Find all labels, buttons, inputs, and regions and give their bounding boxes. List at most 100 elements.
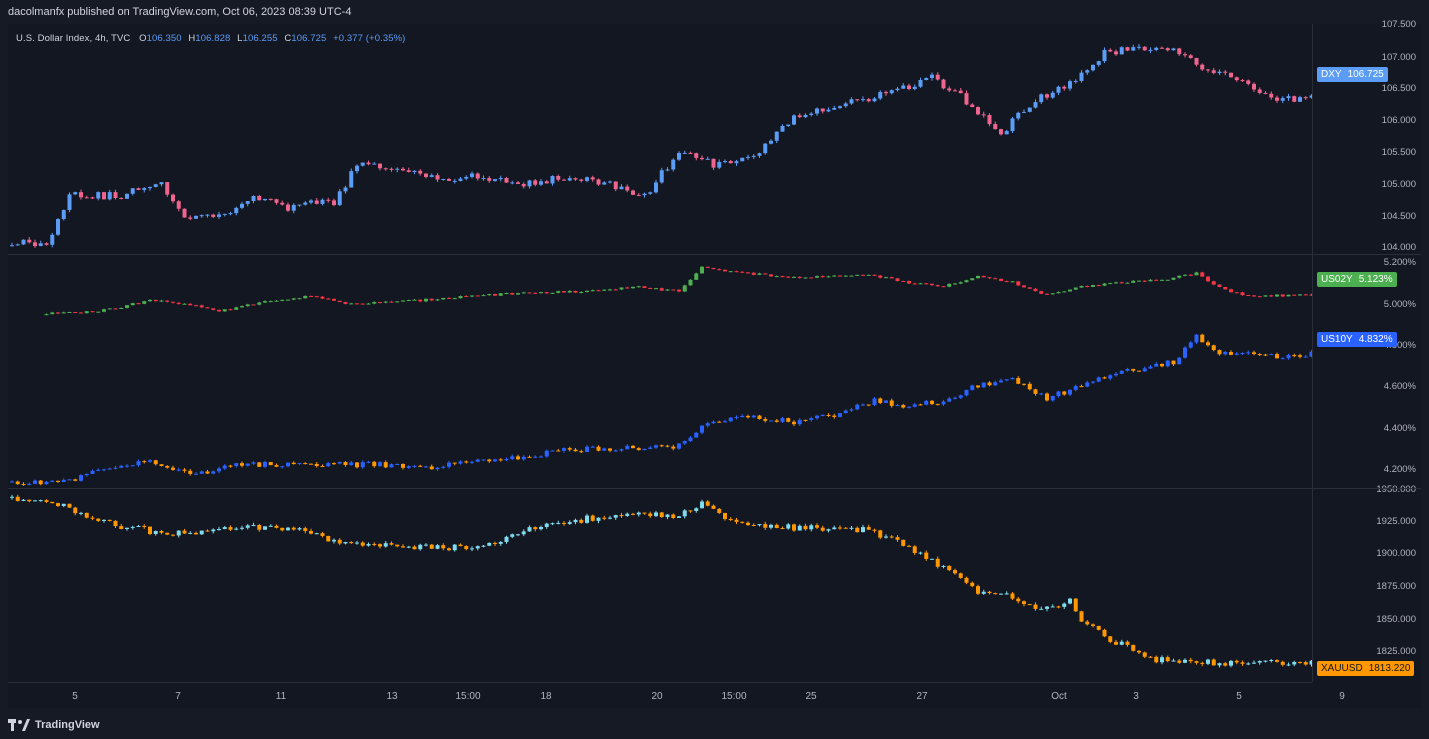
candle-body (176, 530, 181, 536)
candle-body (1263, 92, 1268, 94)
candle-body (79, 312, 83, 314)
candle-body (1257, 296, 1262, 298)
candle-body (435, 467, 440, 470)
candle-body (705, 423, 710, 426)
candle-body (815, 525, 819, 528)
candle-body (861, 274, 865, 276)
candle-body (1257, 661, 1262, 663)
candle-body (935, 404, 940, 406)
candle-body (1206, 659, 1210, 664)
candle-body (1240, 292, 1245, 296)
candle-body (401, 300, 405, 302)
candle-body (832, 275, 837, 277)
candle-body (953, 570, 957, 574)
candle-body (222, 309, 227, 312)
candle-body (263, 462, 267, 467)
candle-body (1125, 47, 1130, 51)
us10y-tag-symbol: US10Y (1321, 334, 1353, 345)
candle-body (10, 245, 14, 247)
candle-body (56, 480, 60, 483)
chart-frame[interactable]: U.S. Dollar Index, 4h, TVC O106.350 H106… (8, 19, 1422, 709)
candle-body (688, 152, 693, 154)
candle-body (573, 449, 578, 452)
candle-body (1085, 70, 1090, 73)
candle-body (1309, 660, 1312, 665)
candle-body (1073, 287, 1078, 290)
candle-body (556, 175, 561, 180)
candle-body (113, 467, 118, 469)
candle-body (1085, 285, 1090, 287)
candle-body (309, 531, 313, 534)
candle-body (56, 312, 60, 314)
candle-body (694, 153, 699, 158)
candle-body (1022, 383, 1026, 385)
candle-body (953, 90, 957, 92)
candle-body (326, 463, 331, 467)
tradingview-footer[interactable]: TradingView (8, 716, 100, 734)
candle-body (608, 448, 612, 451)
chart-plot-area[interactable]: U.S. Dollar Index, 4h, TVC O106.350 H106… (8, 24, 1312, 682)
candle-body (452, 462, 457, 464)
pane-separator[interactable] (8, 254, 1421, 255)
candle-body (1171, 360, 1176, 365)
candle-body (389, 301, 394, 303)
candle-body (297, 463, 302, 465)
candle-body (406, 466, 411, 468)
y-tick: 1825.000 (1376, 646, 1416, 657)
footer-brand: TradingView (35, 719, 100, 731)
candle-body (849, 99, 854, 104)
candle-body (792, 524, 796, 531)
candle-body (165, 465, 170, 468)
candle-body (849, 527, 854, 529)
candle-body (504, 292, 509, 294)
candle-body (665, 289, 670, 291)
candle-body (941, 565, 946, 567)
candle-body (159, 530, 164, 533)
candle-body (470, 295, 474, 297)
candle-body (527, 292, 532, 294)
candle-body (539, 526, 543, 530)
candle-body (355, 462, 359, 468)
candle-body (924, 552, 929, 559)
candle-body (987, 591, 992, 594)
candle-body (38, 500, 43, 502)
candle-body (211, 214, 216, 217)
candle-body (907, 281, 911, 284)
chart-svg[interactable] (8, 24, 1312, 682)
candle-body (1050, 606, 1055, 608)
candle-body (751, 415, 756, 418)
time-axis[interactable]: 5 7 11 13 15:00 18 20 15:00 25 27 Oct 3 … (8, 682, 1345, 709)
candle-body (884, 277, 888, 279)
candle-body (1171, 660, 1176, 662)
candle-body (1102, 283, 1107, 286)
candle-body (636, 512, 641, 515)
pane-separator[interactable] (8, 488, 1421, 489)
candle-body (1131, 47, 1136, 51)
candle-body (1010, 378, 1015, 380)
candle-body (1085, 382, 1090, 387)
candle-body (211, 529, 216, 532)
candle-body (452, 180, 457, 182)
candle-body (516, 293, 520, 295)
candle-body (1252, 662, 1256, 664)
candle-body (470, 548, 474, 550)
candle-body (861, 404, 865, 406)
candle-body (1033, 102, 1038, 108)
candle-body (763, 143, 768, 154)
symbol-legend[interactable]: U.S. Dollar Index, 4h, TVC O106.350 H106… (16, 33, 405, 44)
candle-body (470, 461, 474, 463)
candle-body (286, 299, 290, 301)
candle-body (878, 530, 883, 538)
price-axis[interactable]: 107.500 107.000 106.500 106.000 105.500 … (1312, 19, 1422, 682)
candle-body (314, 200, 319, 204)
candle-body (631, 190, 635, 195)
candle-body (153, 184, 158, 187)
candle-body (360, 542, 365, 546)
candle-body (309, 295, 313, 297)
candle-body (1229, 660, 1233, 666)
candle-body (809, 418, 814, 420)
candle-body (1234, 660, 1239, 663)
candle-body (395, 463, 400, 465)
candle-body (67, 503, 72, 508)
x-tick: 3 (1133, 691, 1139, 702)
